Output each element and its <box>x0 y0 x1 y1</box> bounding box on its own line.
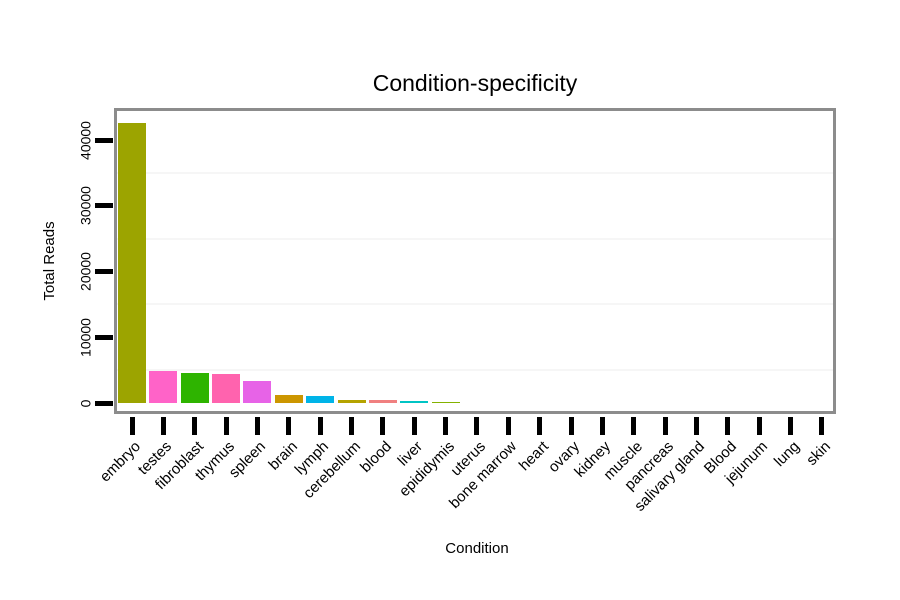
y-tick <box>95 203 113 209</box>
x-tick <box>160 417 166 435</box>
x-tick <box>505 417 511 435</box>
y-tick-label: 40000 <box>77 120 94 160</box>
bar <box>337 400 366 403</box>
y-axis-title: Total Reads <box>41 221 58 301</box>
x-tick <box>568 417 574 435</box>
bar <box>400 401 429 403</box>
x-tick <box>631 417 637 435</box>
bar <box>180 373 209 403</box>
x-tick <box>223 417 229 435</box>
minor-gridline <box>117 172 833 175</box>
x-tick <box>443 417 449 435</box>
x-tick <box>254 417 260 435</box>
y-tick <box>95 334 113 340</box>
x-tick <box>411 417 417 435</box>
x-tick <box>317 417 323 435</box>
x-tick <box>537 417 543 435</box>
plot-frame <box>114 108 836 414</box>
minor-gridline <box>117 237 833 240</box>
x-tick <box>725 417 731 435</box>
x-axis-title: Condition <box>445 540 509 557</box>
minor-gridline <box>117 303 833 306</box>
y-tick <box>95 400 113 406</box>
x-tick <box>349 417 355 435</box>
bar <box>431 401 460 403</box>
bar <box>368 400 397 403</box>
x-tick <box>129 417 135 435</box>
x-tick <box>693 417 699 435</box>
minor-gridline <box>117 369 833 372</box>
x-tick <box>599 417 605 435</box>
x-tick <box>788 417 794 435</box>
x-tick <box>756 417 762 435</box>
x-tick <box>819 417 825 435</box>
x-tick <box>286 417 292 435</box>
y-tick <box>95 269 113 275</box>
bar <box>274 395 303 403</box>
bar <box>306 396 335 403</box>
x-tick <box>380 417 386 435</box>
y-tick <box>95 137 113 143</box>
bar <box>149 371 178 403</box>
x-tick <box>662 417 668 435</box>
bar <box>212 373 241 403</box>
x-tick <box>474 417 480 435</box>
chart-title: Condition-specificity <box>372 70 578 96</box>
x-tick <box>192 417 198 435</box>
bar <box>118 122 146 403</box>
bar <box>243 380 272 403</box>
